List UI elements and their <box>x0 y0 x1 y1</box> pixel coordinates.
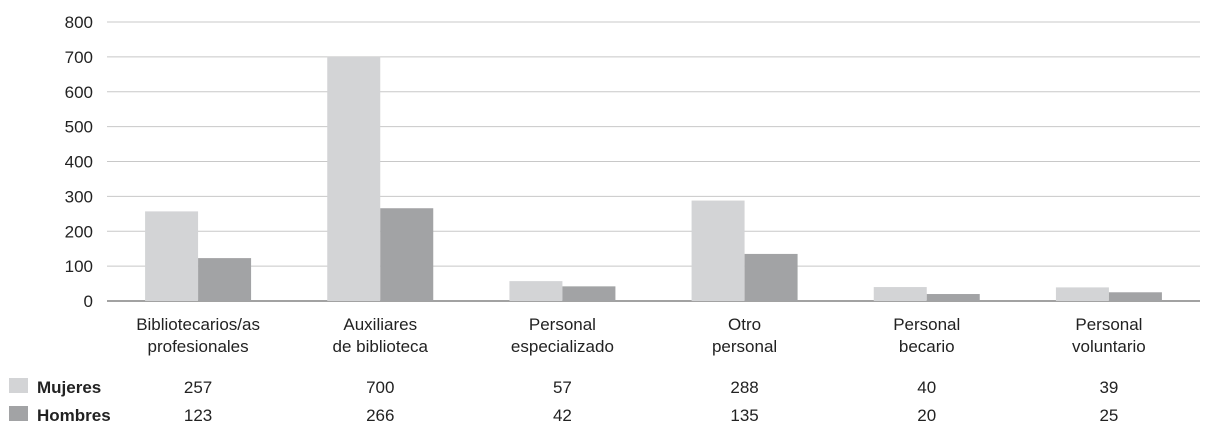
table-value: 39 <box>1099 378 1118 397</box>
bar-hombres <box>1108 292 1162 301</box>
x-tick-label: Bibliotecarios/as profesionales <box>136 315 260 356</box>
bar-mujeres <box>509 281 563 301</box>
x-tick-label: Personal voluntario <box>1072 315 1146 356</box>
bar-mujeres <box>873 287 927 301</box>
y-tick-label: 100 <box>65 257 93 276</box>
table-value: 42 <box>553 406 572 425</box>
bar-mujeres <box>145 211 199 301</box>
y-tick-label: 200 <box>65 222 93 241</box>
bar-hombres <box>562 286 616 301</box>
y-axis: 0 100 200 300 400 500 600 700 800 <box>65 13 93 311</box>
table-value: 20 <box>917 406 936 425</box>
x-axis: Bibliotecarios/as profesionales Auxiliares… <box>136 315 1146 356</box>
legend-swatch-hombres <box>9 406 28 421</box>
y-tick-label: 500 <box>65 118 93 137</box>
table-value: 25 <box>1099 406 1118 425</box>
x-tick-label: Personal becario <box>893 315 960 356</box>
table-value: 700 <box>366 378 394 397</box>
y-tick-label: 0 <box>84 292 93 311</box>
y-tick-label: 600 <box>65 83 93 102</box>
x-tick-label: Auxiliares de biblioteca <box>333 315 429 356</box>
legend-swatch-mujeres <box>9 378 28 393</box>
x-tick-label: Personal especializado <box>511 315 614 356</box>
y-tick-label: 700 <box>65 48 93 67</box>
bar-mujeres <box>327 56 381 301</box>
bar-hombres <box>744 253 798 301</box>
x-tick-label: Otro personal <box>712 315 777 356</box>
data-table: Mujeres 257 700 57 288 40 39 Hombres 123 266 42 135… <box>9 378 1118 425</box>
y-tick-label: 300 <box>65 187 93 206</box>
table-value: 57 <box>553 378 572 397</box>
table-value: 266 <box>366 406 394 425</box>
table-value: 40 <box>917 378 936 397</box>
table-value: 123 <box>184 406 212 425</box>
bar-hombres <box>926 294 980 301</box>
bar-hombres <box>198 258 252 301</box>
y-tick-label: 400 <box>65 153 93 172</box>
table-value: 257 <box>184 378 212 397</box>
table-value: 135 <box>730 406 758 425</box>
bar-mujeres <box>691 200 745 301</box>
gridlines <box>107 21 1200 302</box>
bar-mujeres <box>1055 287 1109 301</box>
bar-hombres <box>380 208 434 301</box>
table-value: 288 <box>730 378 758 397</box>
y-tick-label: 800 <box>65 13 93 32</box>
bars <box>145 56 1162 301</box>
legend-label-mujeres: Mujeres <box>37 378 101 397</box>
legend-label-hombres: Hombres <box>37 406 111 425</box>
